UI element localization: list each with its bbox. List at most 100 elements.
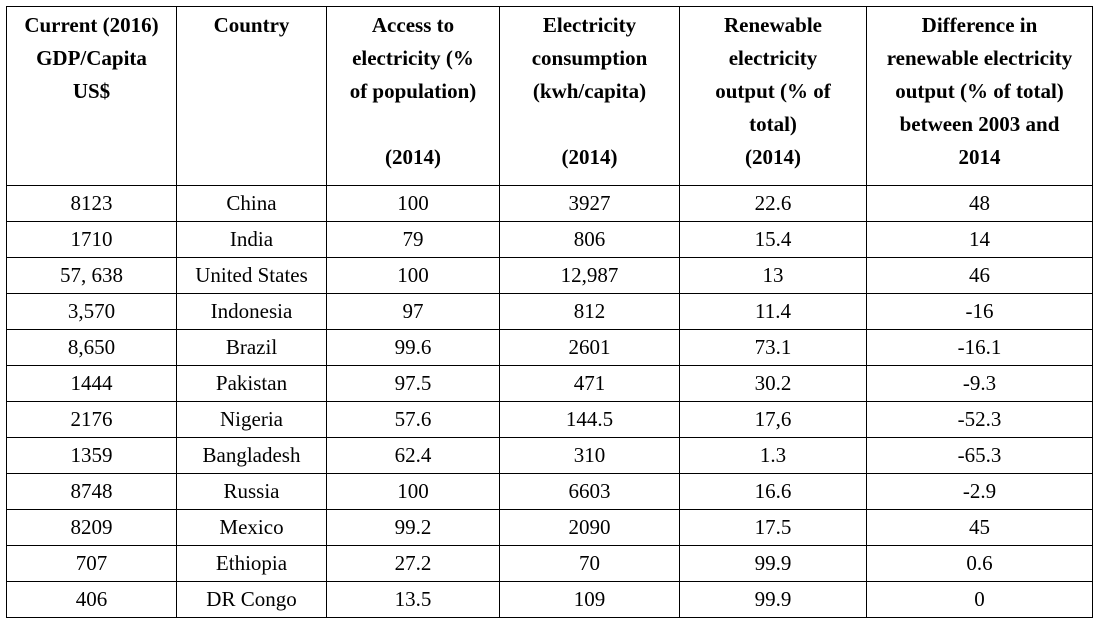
country-cell: Brazil <box>176 329 327 366</box>
table-row: 8123 China 100 3927 22.6 48 <box>6 185 1093 222</box>
table-row: 707 Ethiopia 27.2 70 99.9 0.6 <box>6 545 1093 582</box>
gdp-cell: 707 <box>6 545 177 582</box>
gdp-cell: 8209 <box>6 509 177 546</box>
renewable-cell: 30.2 <box>679 365 867 402</box>
country-cell: United States <box>176 257 327 294</box>
country-cell: DR Congo <box>176 581 327 618</box>
header-spacer <box>330 108 496 141</box>
consumption-cell: 12,987 <box>499 257 680 294</box>
header-text-line: (2014) <box>561 145 618 169</box>
difference-cell: -16 <box>866 293 1093 330</box>
gdp-cell: 1444 <box>6 365 177 402</box>
difference-cell: 46 <box>866 257 1093 294</box>
access-cell: 100 <box>326 257 500 294</box>
header-text-line: Country <box>213 13 290 37</box>
access-cell: 57.6 <box>326 401 500 438</box>
header-text-line: Current (2016) <box>24 13 159 37</box>
table-header-row: Current (2016) GDP/Capita US$ Country Access… <box>6 6 1093 186</box>
consumption-cell: 144.5 <box>499 401 680 438</box>
difference-cell: -52.3 <box>866 401 1093 438</box>
renewable-cell: 11.4 <box>679 293 867 330</box>
country-cell: India <box>176 221 327 258</box>
country-cell: Pakistan <box>176 365 327 402</box>
table-row: 3,570 Indonesia 97 812 11.4 -16 <box>6 293 1093 330</box>
header-text-line: 2014 <box>958 145 1001 169</box>
header-text-line: output (% of total) <box>895 79 1064 103</box>
header-text-line: electricity (% <box>352 46 474 70</box>
header-text-line: (2014) <box>385 145 441 169</box>
consumption-cell: 310 <box>499 437 680 474</box>
header-text-line: Access to <box>371 13 455 37</box>
header-text-line: US$ <box>72 79 111 103</box>
table-row: 8209 Mexico 99.2 2090 17.5 45 <box>6 509 1093 546</box>
access-cell: 62.4 <box>326 437 500 474</box>
difference-cell: 45 <box>866 509 1093 546</box>
electricity-data-table: Current (2016) GDP/Capita US$ Country Access… <box>6 6 1093 618</box>
renewable-cell: 73.1 <box>679 329 867 366</box>
consumption-cell: 2090 <box>499 509 680 546</box>
access-cell: 100 <box>326 185 500 222</box>
header-text-line: electricity <box>728 46 818 70</box>
header-electricity-consumption: Electricity consumption (kwh/capita) (2014) <box>499 6 680 186</box>
consumption-cell: 70 <box>499 545 680 582</box>
header-text-line: GDP/Capita <box>36 46 147 70</box>
table-row: 57, 638 United States 100 12,987 13 46 <box>6 257 1093 294</box>
header-text-line: Renewable <box>724 13 822 37</box>
header-text-line: consumption <box>531 46 648 70</box>
consumption-cell: 806 <box>499 221 680 258</box>
gdp-cell: 8,650 <box>6 329 177 366</box>
header-text-line: (kwh/capita) <box>532 79 647 103</box>
table-row: 1359 Bangladesh 62.4 310 1.3 -65.3 <box>6 437 1093 474</box>
header-gdp-per-capita: Current (2016) GDP/Capita US$ <box>6 6 177 186</box>
header-text-line: of population) <box>349 79 477 103</box>
header-renewable-output: Renewable electricity output (% of total) (2… <box>679 6 867 186</box>
country-cell: Indonesia <box>176 293 327 330</box>
gdp-cell: 406 <box>6 581 177 618</box>
gdp-cell: 3,570 <box>6 293 177 330</box>
difference-cell: 48 <box>866 185 1093 222</box>
header-text-line: Electricity <box>542 13 637 37</box>
header-country: Country <box>176 6 327 186</box>
gdp-cell: 8748 <box>6 473 177 510</box>
access-cell: 79 <box>326 221 500 258</box>
table-row: 2176 Nigeria 57.6 144.5 17,6 -52.3 <box>6 401 1093 438</box>
consumption-cell: 6603 <box>499 473 680 510</box>
renewable-cell: 22.6 <box>679 185 867 222</box>
country-cell: China <box>176 185 327 222</box>
renewable-cell: 99.9 <box>679 545 867 582</box>
header-text-line: total) <box>749 112 797 136</box>
consumption-cell: 471 <box>499 365 680 402</box>
difference-cell: -65.3 <box>866 437 1093 474</box>
header-renewable-difference: Difference in renewable electricity output… <box>866 6 1093 186</box>
renewable-cell: 17.5 <box>679 509 867 546</box>
gdp-cell: 1359 <box>6 437 177 474</box>
country-cell: Mexico <box>176 509 327 546</box>
renewable-cell: 15.4 <box>679 221 867 258</box>
difference-cell: 14 <box>866 221 1093 258</box>
header-text-line: between 2003 and <box>899 112 1060 136</box>
table-row: 1710 India 79 806 15.4 14 <box>6 221 1093 258</box>
table-row: 406 DR Congo 13.5 109 99.9 0 <box>6 581 1093 618</box>
consumption-cell: 2601 <box>499 329 680 366</box>
difference-cell: -2.9 <box>866 473 1093 510</box>
difference-cell: -16.1 <box>866 329 1093 366</box>
table-row: 8748 Russia 100 6603 16.6 -2.9 <box>6 473 1093 510</box>
header-spacer <box>503 108 676 141</box>
consumption-cell: 109 <box>499 581 680 618</box>
data-table-container: Current (2016) GDP/Capita US$ Country Access… <box>6 6 1093 618</box>
header-text-line: (2014) <box>745 145 801 169</box>
table-row: 8,650 Brazil 99.6 2601 73.1 -16.1 <box>6 329 1093 366</box>
country-cell: Bangladesh <box>176 437 327 474</box>
access-cell: 13.5 <box>326 581 500 618</box>
country-cell: Russia <box>176 473 327 510</box>
access-cell: 97.5 <box>326 365 500 402</box>
difference-cell: 0 <box>866 581 1093 618</box>
gdp-cell: 2176 <box>6 401 177 438</box>
country-cell: Nigeria <box>176 401 327 438</box>
consumption-cell: 812 <box>499 293 680 330</box>
header-text-line: output (% of <box>715 79 831 103</box>
access-cell: 97 <box>326 293 500 330</box>
renewable-cell: 99.9 <box>679 581 867 618</box>
renewable-cell: 13 <box>679 257 867 294</box>
access-cell: 27.2 <box>326 545 500 582</box>
